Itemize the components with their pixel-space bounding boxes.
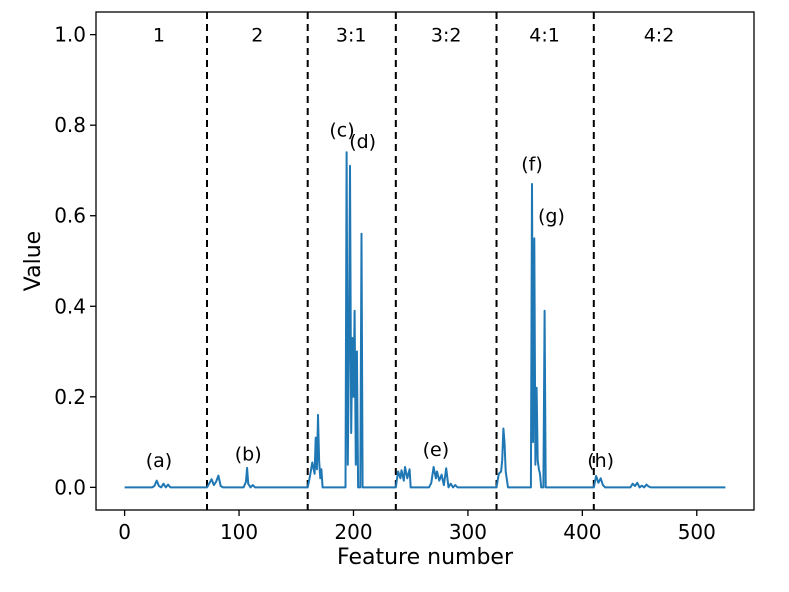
- y-tick-label: 1.0: [54, 23, 86, 47]
- region-label: 4:1: [529, 25, 560, 47]
- x-tick-label: 400: [563, 520, 601, 544]
- peak-annotation: (c): [329, 120, 354, 142]
- x-tick-label: 300: [449, 520, 487, 544]
- x-tick-label: 200: [334, 520, 372, 544]
- x-axis-label: Feature number: [337, 545, 514, 570]
- plot-frame: [95, 11, 755, 511]
- peak-annotation: (h): [587, 450, 614, 472]
- peak-annotation: (g): [538, 206, 565, 228]
- x-axis: 0 100 200 300 400 500: [118, 510, 716, 544]
- region-labels: 1 2 3:1 3:2 4:1 4:2: [153, 25, 674, 47]
- peak-annotations: (a) (b) (c)(d) (e) (f) (g) (h): [146, 120, 614, 472]
- peak-annotation: (d): [349, 131, 376, 153]
- peak-annotation: (e): [423, 439, 450, 461]
- y-axis: 0.0 0.2 0.4 0.6 0.8 1.0: [54, 23, 96, 499]
- region-label: 2: [251, 25, 263, 47]
- y-tick-label: 0.8: [54, 113, 86, 137]
- x-tick-label: 100: [220, 520, 258, 544]
- y-axis-label: Value: [21, 231, 46, 291]
- peak-annotation: (f): [521, 154, 543, 176]
- series-line: [124, 151, 726, 489]
- peak-annotation: (a): [146, 450, 172, 472]
- x-tick-label: 500: [678, 520, 716, 544]
- series: [124, 151, 726, 489]
- region-label: 4:2: [644, 25, 675, 47]
- region-label: 3:2: [431, 25, 462, 47]
- y-tick-label: 0.6: [54, 204, 86, 228]
- region-label: 1: [153, 25, 165, 47]
- y-tick-label: 0.2: [54, 385, 86, 409]
- x-tick-label: 0: [118, 520, 131, 544]
- y-tick-label: 0.0: [54, 475, 86, 499]
- y-tick-label: 0.4: [54, 294, 86, 318]
- region-label: 3:1: [336, 25, 367, 47]
- peak-annotation: (b): [235, 443, 262, 465]
